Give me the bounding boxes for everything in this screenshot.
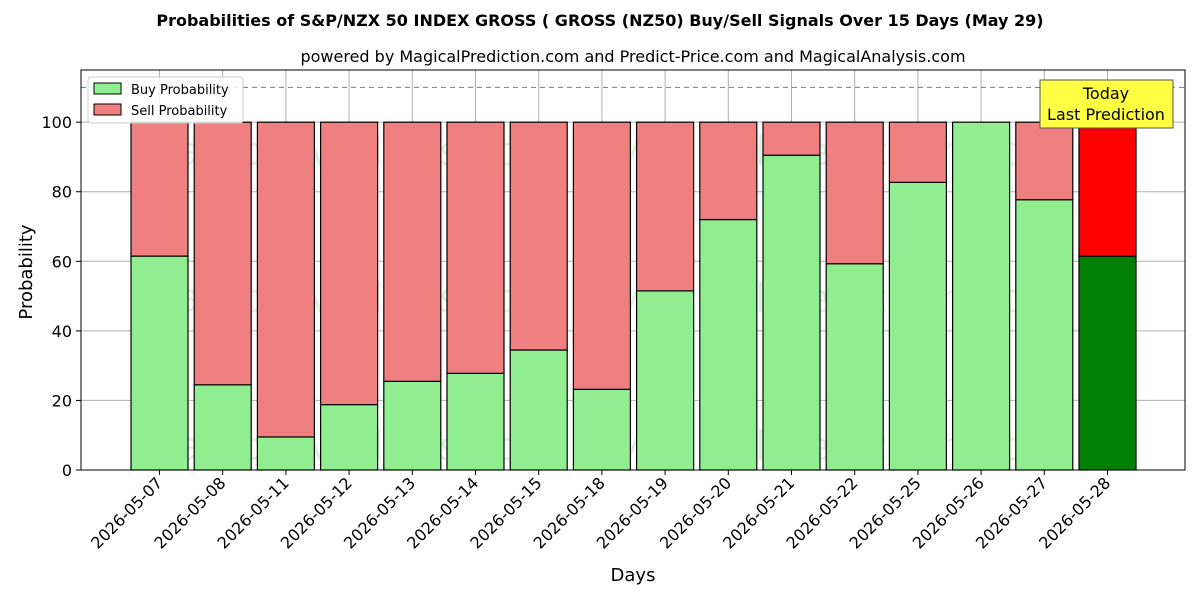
buy-bar [320, 404, 379, 471]
buy-bar [699, 218, 758, 471]
sell-bar [130, 121, 189, 257]
buy-bar [635, 290, 695, 471]
sell-bar [635, 121, 695, 292]
sell-bar [446, 121, 505, 374]
buy-bar [762, 154, 821, 471]
sell-bar [888, 121, 948, 183]
y-tick-label: 0 [62, 461, 72, 480]
x-axis-label: Days [611, 565, 656, 586]
sell-bar [699, 121, 758, 221]
buy-bar [256, 436, 315, 471]
legend-box [87, 76, 244, 124]
buy-bar [383, 380, 442, 471]
buy-bar [446, 372, 505, 471]
y-axis-label: Probability [16, 224, 37, 319]
y-tick-label: 80 [52, 183, 72, 202]
annotation-line-last-prediction: Last Prediction [1047, 105, 1165, 124]
annotation-line-today: Today [1082, 84, 1129, 103]
bars [130, 121, 1137, 471]
sell-bar [1015, 121, 1074, 201]
legend-swatch-buy [93, 82, 122, 95]
buy-bar [825, 263, 884, 471]
y-tick-label: 100 [41, 113, 72, 132]
sell-bar [193, 121, 252, 386]
legend-label-buy: Buy Probability [131, 83, 229, 98]
x-axis: 2026-05-072026-05-082026-05-112026-05-12… [87, 470, 1114, 553]
sell-bar [509, 121, 568, 351]
sell-bar [762, 121, 821, 156]
buy-bar [951, 121, 1011, 471]
buy-bar [130, 255, 189, 471]
legend: Buy Probability Sell Probability [87, 76, 244, 124]
plot-frame [80, 69, 1186, 471]
buy-bar [193, 384, 252, 471]
buy-bar [1078, 255, 1137, 471]
sell-bar [1078, 121, 1137, 257]
y-tick-label: 60 [52, 252, 72, 271]
legend-swatch-sell [93, 103, 122, 116]
sell-bar [256, 121, 315, 438]
annotation-box [1039, 79, 1174, 129]
chart-subtitle: powered by MagicalPrediction.com and Pre… [300, 47, 965, 66]
sell-bar [320, 121, 379, 406]
y-tick-label: 20 [52, 391, 72, 410]
y-axis: 0 20 40 60 80 100 [41, 113, 81, 480]
legend-label-sell: Sell Probability [131, 104, 228, 119]
sell-bar [572, 121, 632, 390]
buy-bar [888, 181, 948, 471]
buy-bar [509, 349, 568, 471]
y-tick-label: 40 [52, 322, 72, 341]
sell-bar [383, 121, 442, 382]
buy-bar [572, 388, 632, 471]
buy-bar [1015, 199, 1074, 471]
chart-title: Probabilities of S&P/NZX 50 INDEX GROSS … [156, 11, 1043, 30]
sell-bar [825, 121, 884, 265]
today-annotation: Today Last Prediction [1039, 79, 1174, 129]
